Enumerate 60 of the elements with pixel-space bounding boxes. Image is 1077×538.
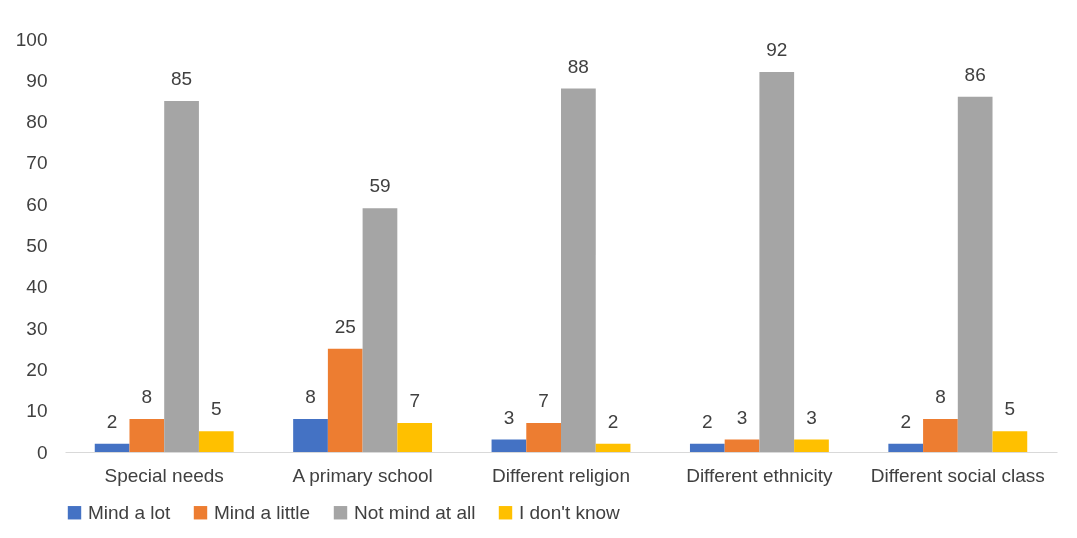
bar — [327, 348, 363, 452]
data-label: 8 — [305, 385, 316, 407]
y-tick-label: 70 — [26, 152, 48, 174]
bar — [759, 72, 795, 452]
x-tick-label: A primary school — [292, 464, 433, 486]
y-tick-label: 20 — [26, 358, 48, 380]
data-label: 5 — [210, 398, 222, 420]
bar — [888, 443, 924, 452]
data-label: 25 — [334, 315, 356, 337]
data-label: 2 — [607, 410, 619, 432]
x-tick-label: Different social class — [870, 464, 1045, 486]
bar — [724, 439, 760, 452]
data-label: 2 — [900, 410, 912, 432]
data-label: 8 — [935, 385, 946, 407]
data-label: 92 — [766, 39, 788, 61]
data-label: 85 — [170, 67, 193, 89]
bar — [992, 431, 1028, 452]
y-tick-label: 100 — [15, 28, 48, 50]
bar — [491, 439, 527, 452]
bar — [526, 423, 561, 452]
y-tick-label: 40 — [26, 276, 48, 298]
bar — [94, 443, 130, 452]
bar — [595, 443, 631, 452]
bar — [957, 96, 993, 452]
legend-label: Not mind at all — [354, 501, 476, 523]
legend-label: I don't know — [519, 501, 621, 523]
bar — [198, 431, 234, 452]
y-tick-label: 50 — [26, 235, 48, 256]
x-tick-label: Different ethnicity — [686, 464, 834, 486]
y-tick-label: 80 — [26, 111, 48, 133]
data-label: 59 — [369, 175, 391, 197]
data-label: 7 — [409, 390, 420, 412]
bar — [129, 418, 165, 452]
bar — [362, 208, 398, 452]
data-label: 2 — [702, 410, 713, 432]
y-tick-label: 60 — [26, 193, 48, 215]
x-tick-label: Special needs — [104, 464, 224, 486]
data-label: 88 — [567, 55, 589, 77]
bar — [397, 423, 433, 452]
data-label: 5 — [1004, 398, 1016, 420]
data-label: 8 — [141, 385, 153, 407]
bar — [794, 439, 829, 452]
y-tick-label: 30 — [26, 317, 48, 339]
data-label: 86 — [964, 63, 986, 85]
data-label: 2 — [106, 410, 118, 432]
data-label: 3 — [736, 406, 748, 428]
bar — [293, 418, 328, 452]
x-tick-label: Different religion — [491, 464, 631, 486]
bar — [164, 100, 199, 452]
y-tick-label: 0 — [36, 441, 48, 463]
bar — [561, 88, 596, 452]
y-tick-label: 10 — [26, 400, 48, 422]
bar — [689, 443, 725, 452]
data-label: 7 — [538, 390, 549, 412]
legend-label: Mind a lot — [88, 501, 172, 523]
legend-label: Mind a little — [214, 501, 311, 523]
data-label: 3 — [806, 406, 817, 428]
data-label: 3 — [503, 406, 515, 428]
y-tick-label: 90 — [26, 69, 48, 91]
bar — [923, 418, 958, 452]
